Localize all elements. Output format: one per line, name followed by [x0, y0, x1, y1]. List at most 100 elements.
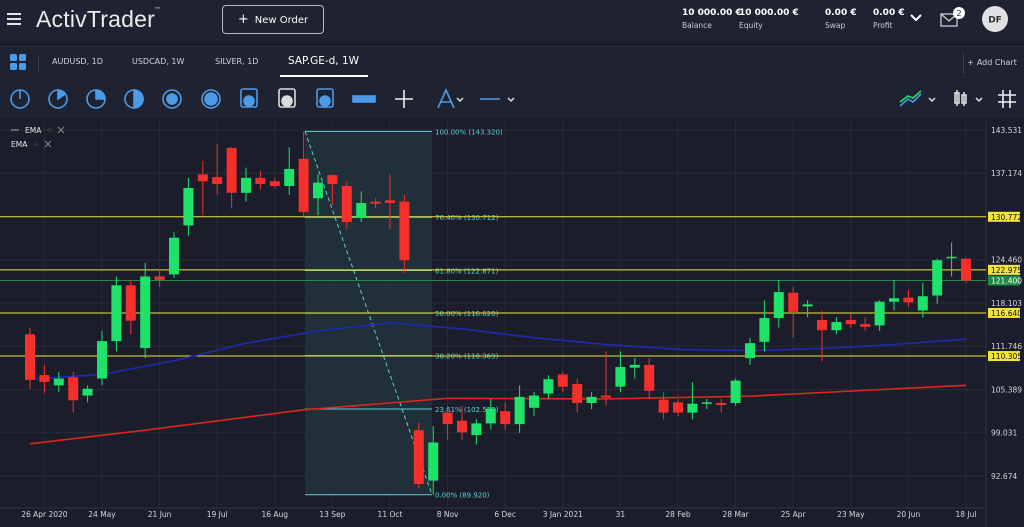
new-order-label: New Order [254, 15, 309, 26]
swap-value: 0.00 € [825, 8, 857, 18]
ema-line [29, 321, 967, 380]
candle-body [154, 276, 165, 280]
timeframe-button[interactable] [278, 88, 296, 108]
candle-body [514, 396, 525, 425]
balance-label: Balance [682, 21, 712, 30]
candle-body [932, 260, 943, 296]
drawing-tools-button[interactable] [437, 88, 455, 109]
indicator-remove[interactable] [57, 126, 65, 134]
candle-body [471, 423, 482, 435]
active-chart-tab[interactable]: SAP.GE-d, 1W [288, 55, 360, 67]
candle-body [82, 388, 93, 396]
timeframe-button[interactable] [162, 89, 182, 109]
indicator-settings[interactable]: ⁘ [33, 140, 40, 149]
equity-value: 10 000.00 € [739, 8, 799, 18]
indicator-label: EMA [25, 126, 42, 135]
candle-body [39, 375, 50, 382]
ema-line [29, 384, 967, 445]
candle-body [68, 377, 79, 401]
x-tick-label: 26 Apr 2020 [21, 510, 68, 519]
avatar[interactable]: DF [980, 4, 1010, 34]
indicator-button[interactable] [352, 95, 376, 103]
candle-body [341, 185, 352, 223]
timeframe-button[interactable] [316, 88, 334, 108]
balance-value: 10 000.00 € [682, 8, 742, 18]
candle-body [125, 285, 136, 321]
fib-label: 61.80% (122.871) [435, 268, 499, 276]
indicator-settings[interactable]: ⁘ [46, 126, 53, 135]
chart-tab[interactable]: USDCAD, 1W [132, 57, 185, 66]
candle-body [658, 399, 669, 413]
timeframe-button[interactable] [86, 89, 106, 109]
candle-body [615, 366, 626, 387]
candle-body [255, 177, 266, 184]
messages-button[interactable]: 2 [938, 6, 968, 30]
grid-toggle-button[interactable] [998, 90, 1016, 108]
candle-body [428, 442, 439, 481]
price-tag [988, 275, 1020, 286]
chart-background [0, 120, 1024, 527]
price-tag-label: 121.400 [991, 277, 1022, 286]
x-tick-label: 31 [616, 510, 626, 519]
timeframe-button[interactable] [240, 88, 258, 108]
price-tag [988, 307, 1020, 318]
y-tick-label: 92.674 [991, 472, 1017, 481]
candle-body [586, 396, 597, 404]
dropdown-caret[interactable] [507, 97, 515, 103]
tab-bar: AUDUSD, 1D USDCAD, 1W SILVER, 1D SAP.GE-… [0, 46, 1024, 79]
stats-dropdown[interactable] [910, 14, 922, 22]
top-bar: ActivTrader ™ + New Order 10 000.00 € Bal… [0, 0, 1024, 42]
fib-label: 38.20% (110.369) [435, 353, 499, 361]
add-chart-button[interactable]: + Add Chart [963, 52, 1020, 74]
new-order-button[interactable]: + New Order [222, 5, 324, 34]
candle-body [485, 408, 496, 424]
candle-body [97, 341, 107, 379]
candle-body [457, 420, 467, 433]
indicator-remove[interactable] [44, 140, 52, 148]
x-tick-label: 8 Nov [437, 510, 459, 519]
ema-lines [29, 321, 967, 445]
logo: ActivTrader [36, 6, 155, 32]
candle-body [845, 320, 856, 325]
timeframe-button[interactable] [201, 89, 221, 109]
candle-body [644, 364, 655, 391]
profit-label: Profit [873, 21, 893, 30]
candle-body [183, 188, 194, 226]
x-tick-label: 24 May [88, 510, 116, 519]
candle-body [759, 317, 770, 342]
chart-type-button[interactable] [899, 90, 922, 107]
timeframe-button[interactable] [10, 89, 30, 109]
candle-body [284, 168, 295, 186]
crosshair-button[interactable] [395, 90, 413, 108]
dropdown-caret[interactable] [975, 97, 983, 103]
candle-body [500, 411, 511, 425]
candle-body [860, 324, 871, 327]
toolbar-icons [10, 88, 1016, 109]
message-badge: 2 [956, 9, 961, 18]
layout-button[interactable] [10, 54, 26, 70]
timeframe-button[interactable] [48, 89, 68, 109]
dropdown-caret[interactable] [456, 97, 464, 103]
candle-body [961, 258, 971, 281]
candle-body [773, 292, 784, 318]
chart-tab[interactable]: AUDUSD, 1D [52, 57, 103, 66]
chart-tab[interactable]: SILVER, 1D [215, 57, 259, 66]
x-tick-label: 18 Jul [956, 510, 977, 519]
x-tick-label: 6 Dec [494, 510, 516, 519]
candle-body [745, 343, 755, 359]
candle-style-button[interactable] [954, 90, 967, 106]
price-tag-label: 116.640 [991, 309, 1022, 318]
timeframe-button[interactable] [124, 89, 144, 109]
candle-body [399, 201, 410, 261]
candle-body [629, 364, 640, 368]
fib-label: 0.00% (89.920) [435, 492, 490, 500]
candle-body [572, 383, 583, 404]
candle-body [269, 181, 280, 186]
price-tag-label: 110.305 [991, 352, 1022, 361]
menu-button[interactable] [7, 13, 21, 25]
candle-body [197, 174, 208, 182]
dropdown-caret[interactable] [928, 97, 936, 103]
fib-label: 76.40% (130.712) [435, 214, 499, 222]
candle-body [370, 201, 381, 204]
